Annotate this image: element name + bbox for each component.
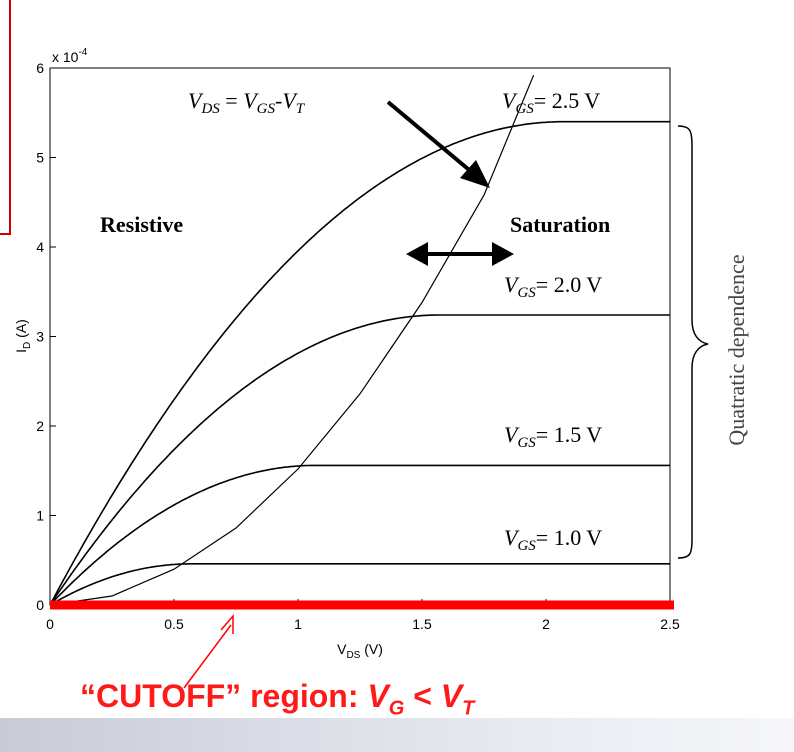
vgs-label-1-5-sub: GS <box>517 435 536 451</box>
x-axis-label-symbol: V <box>337 641 347 657</box>
vgs-label-2-5-v: V <box>502 88 518 113</box>
y-tick-label: 0 <box>36 597 44 613</box>
region-double-arrow <box>406 242 514 266</box>
y-exponent-power: -4 <box>78 47 87 58</box>
resistive-label: Resistive <box>100 212 183 237</box>
y-tick-label: 6 <box>36 60 44 76</box>
vgs-label-2-0-v: V <box>504 272 520 297</box>
x-tick-label: 0.5 <box>164 616 184 632</box>
x-axis-label-sub: DS <box>346 650 360 661</box>
eq-s1: DS <box>200 101 220 117</box>
boundary-arrow <box>386 100 490 188</box>
saturation-label: Saturation <box>510 212 610 237</box>
cutoff-caption-vg-sub: G <box>388 697 405 720</box>
vgs-label-2-0: VGS= 2.0 V <box>504 272 602 301</box>
red-callout-box <box>0 0 11 235</box>
x-axis-label-unit: (V) <box>360 641 383 657</box>
eq-s3: T <box>296 101 306 117</box>
x-tick-label: 2.5 <box>660 616 680 632</box>
vgs-label-1-5-text: = 1.5 V <box>536 422 603 447</box>
eq-dash: - <box>275 88 282 113</box>
cutoff-caption-vg: V <box>367 678 389 714</box>
y-tick-label: 1 <box>36 508 44 524</box>
footer-bar <box>0 718 794 752</box>
vgs-label-1-0-text: = 1.0 V <box>536 525 603 550</box>
curves-layer <box>49 74 670 606</box>
eq-v1: V <box>188 88 204 113</box>
saturation-boundary-curve <box>49 74 535 606</box>
x-tick-label: 1.5 <box>412 616 432 632</box>
vgs-label-1-0: VGS= 1.0 V <box>504 525 602 554</box>
y-axis-label-unit: (A) <box>13 319 29 342</box>
y-exponent-base: x 10 <box>52 49 79 65</box>
vgs-label-1-0-v: V <box>504 525 520 550</box>
eq-s2: GS <box>257 101 276 117</box>
vgs-label-2-0-sub: GS <box>517 285 536 301</box>
cutoff-caption-lt: < <box>404 678 441 714</box>
y-tick-label: 3 <box>36 329 44 345</box>
id-curve-vgs-1 <box>49 562 670 606</box>
eq-v3: V <box>282 88 298 113</box>
id-curve-vgs-2 <box>49 314 670 606</box>
id-curve-vgs-2-5 <box>49 120 670 606</box>
x-tick-label: 0 <box>46 616 54 632</box>
id-curve-vgs-1-5 <box>49 464 670 606</box>
eq-v2: V <box>243 88 259 113</box>
y-tick-label: 2 <box>36 418 44 434</box>
vgs-label-2-0-text: = 2.0 V <box>536 272 603 297</box>
cutoff-caption: “CUTOFF” region: VG < VT <box>80 676 474 728</box>
y-tick-label: 4 <box>36 239 44 255</box>
quadratic-brace <box>677 125 709 559</box>
vgs-label-2-5: VGS= 2.5 V <box>502 88 600 117</box>
vgs-label-1-5: VGS= 1.5 V <box>504 422 602 451</box>
vgs-label-2-5-sub: GS <box>515 101 534 117</box>
cutoff-caption-vt: V <box>440 678 463 714</box>
axis-ticks: 0 0.5 1 1.5 2 2.5 0 1 2 3 4 5 6 <box>36 60 680 632</box>
quadratic-dependence-label: Quatratic dependence <box>724 254 749 445</box>
cutoff-caption-vt-sub: T <box>462 697 475 720</box>
x-tick-label: 1 <box>294 616 302 632</box>
y-axis-label-sub: D <box>22 342 33 349</box>
vgs-label-1-5-v: V <box>504 422 520 447</box>
x-axis-label: VDS (V) <box>337 641 383 661</box>
boundary-equation-label: VDS = VGS-VT <box>188 88 306 117</box>
vgs-label-1-0-sub: GS <box>517 538 536 554</box>
cutoff-caption-prefix: “CUTOFF” region: <box>80 678 368 714</box>
vgs-label-2-5-text: = 2.5 V <box>534 88 601 113</box>
x-tick-label: 2 <box>542 616 550 632</box>
cutoff-arrow <box>183 613 234 689</box>
y-tick-label: 5 <box>36 150 44 166</box>
y-axis-label-symbol: I <box>13 349 29 353</box>
y-exponent-label: x 10-4 <box>52 47 88 65</box>
eq-equals: = <box>220 88 243 113</box>
y-axis-label: ID (A) <box>13 319 33 353</box>
